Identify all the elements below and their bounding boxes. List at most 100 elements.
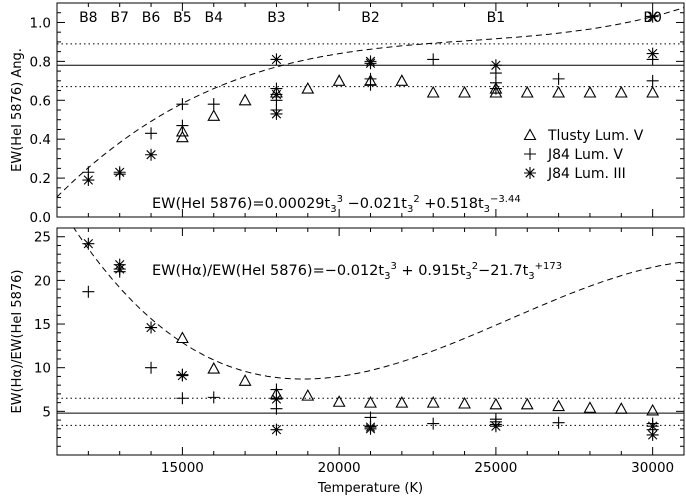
top-point-plus: [427, 53, 440, 66]
top-point-asterisk: [82, 174, 95, 187]
bot-point-triangle: [364, 395, 377, 408]
bot-point-triangle: [583, 401, 597, 413]
bot-y-tick-label: 15: [34, 317, 51, 333]
top-point-triangle: [458, 85, 471, 98]
top-y-tick-label: 0.2: [30, 171, 51, 187]
x-axis-title: Temperature (K): [317, 481, 423, 496]
top-point-asterisk: [270, 53, 283, 66]
legend: Tlusty Lum. V J84 Lum. V J84 Lum. III: [523, 128, 644, 182]
top-point-asterisk: [270, 88, 283, 101]
bottom-y-axis-title: EW(Hα)/EW(HeI 5876): [10, 270, 25, 414]
top-point-triangle: [207, 109, 221, 121]
top-point-triangle: [520, 85, 534, 98]
top-point-triangle: [301, 81, 315, 94]
bot-point-asterisk: [646, 420, 659, 433]
legend-marker-asterisk: [524, 167, 536, 179]
bot-series-asterisk: [82, 237, 659, 441]
bot-point-triangle: [395, 395, 409, 408]
spectral-type-label: B3: [267, 10, 286, 26]
x-tick-label: 25000: [474, 460, 517, 476]
bot-point-plus: [427, 417, 440, 430]
top-point-asterisk: [145, 148, 158, 161]
top-series-asterisk: [82, 10, 659, 187]
top-y-tick-label: 0.6: [30, 93, 51, 109]
bot-point-triangle: [520, 397, 534, 410]
bot-point-triangle: [426, 395, 440, 408]
spectral-type-label: B7: [110, 10, 129, 26]
spectral-type-label: B4: [204, 10, 223, 26]
bot-point-triangle: [301, 388, 315, 401]
bot-fit-curve: [73, 228, 684, 380]
spectral-type-label: B5: [173, 10, 192, 26]
bot-point-triangle: [646, 403, 660, 416]
bot-point-asterisk: [270, 393, 283, 406]
bot-point-asterisk: [82, 237, 95, 250]
bot-point-triangle: [175, 331, 189, 344]
legend-marker-plus: [524, 148, 536, 160]
top-fit-curve: [57, 7, 684, 198]
bot-point-triangle: [458, 396, 471, 409]
top-point-triangle: [175, 124, 189, 137]
bottom-panel: 5 10 15 20 25 EW(Hα)/EW(HeI 5876)=−0.012t33 +…: [10, 227, 685, 496]
top-point-triangle: [395, 74, 409, 86]
bottom-fit-formula: EW(Hα)/EW(HeI 5876)=−0.012t33 + 0.915t32…: [152, 261, 562, 282]
bot-y-tick-label: 10: [34, 361, 51, 377]
top-series-triangle: [175, 74, 660, 143]
bot-point-triangle: [552, 399, 566, 412]
top-y-tick-label: 0.8: [30, 54, 51, 70]
bot-point-triangle: [614, 402, 628, 414]
top-point-asterisk: [489, 59, 502, 72]
spectral-type-label: B0: [643, 10, 662, 26]
x-tick-label: 30000: [631, 460, 674, 476]
legend-marker-triangle: [523, 128, 537, 141]
spectral-type-label: B2: [361, 10, 380, 26]
legend-label: Tlusty Lum. V: [547, 128, 644, 144]
top-point-triangle: [238, 93, 252, 106]
bot-point-asterisk: [364, 421, 377, 434]
top-point-triangle: [552, 85, 566, 98]
top-point-asterisk: [646, 10, 659, 23]
x-tick-label: 15000: [161, 460, 204, 476]
top-point-triangle: [175, 130, 189, 143]
top-point-asterisk: [113, 166, 126, 179]
bot-point-asterisk: [646, 428, 659, 441]
bot-point-triangle: [238, 374, 252, 386]
top-y-tick-label: 1.0: [30, 15, 51, 31]
top-point-plus: [176, 98, 189, 111]
bot-point-plus: [176, 392, 189, 405]
bot-point-plus: [145, 361, 158, 374]
top-point-plus: [207, 98, 220, 111]
spectral-type-label: B6: [142, 10, 161, 26]
top-y-tick-label: 0.0: [30, 210, 51, 226]
top-point-plus: [364, 72, 377, 85]
top-point-triangle: [426, 85, 440, 98]
bot-series-triangle: [175, 331, 660, 416]
bot-point-asterisk: [113, 263, 126, 276]
x-tick-label: 20000: [318, 460, 361, 476]
bot-point-asterisk: [489, 420, 502, 433]
top-point-plus: [646, 74, 659, 87]
top-y-axis-title: EW(HeI 5876) Ang.: [10, 48, 25, 172]
top-point-triangle: [583, 85, 597, 98]
top-point-triangle: [614, 85, 628, 98]
bot-point-plus: [552, 416, 565, 429]
top-point-asterisk: [364, 55, 377, 68]
bot-y-tick-label: 5: [42, 404, 51, 420]
bot-y-tick-label: 25: [34, 230, 51, 246]
top-point-triangle: [332, 74, 346, 86]
bot-point-asterisk: [145, 321, 158, 334]
bot-point-plus: [82, 285, 95, 298]
bot-point-triangle: [489, 397, 503, 410]
top-point-triangle: [646, 85, 660, 98]
top-point-plus: [552, 72, 565, 85]
top-y-tick-label: 0.4: [30, 132, 51, 148]
legend-label: J84 Lum. III: [547, 166, 626, 182]
bot-point-triangle: [207, 361, 221, 374]
top-point-asterisk: [270, 107, 283, 120]
top-point-plus: [176, 119, 189, 132]
bot-y-tick-label: 20: [34, 273, 51, 289]
bot-point-asterisk: [176, 369, 189, 382]
legend-label: J84 Lum. V: [547, 147, 623, 163]
